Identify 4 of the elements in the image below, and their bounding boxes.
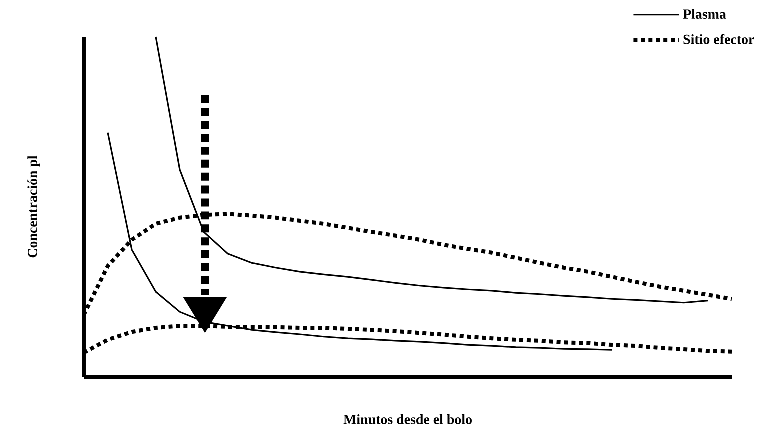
legend-label: Sitio efector: [684, 34, 754, 44]
x-axis-title: Minutos desde el bolo: [344, 414, 472, 424]
y-axis-title: Concentración pl: [28, 156, 40, 258]
legend-label: Plasma: [683, 9, 726, 20]
